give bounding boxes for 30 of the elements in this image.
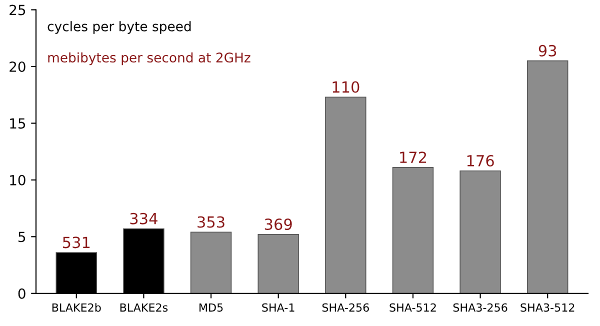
x-tick-label: MD5 — [200, 303, 223, 312]
y-tick-label: 5 — [18, 232, 26, 242]
bar — [526, 60, 568, 294]
y-tick-label: 0 — [18, 288, 26, 299]
text: mebibytes per second at 2GHz — [48, 52, 250, 66]
bar — [325, 96, 366, 294]
y-tick-label: 20 — [10, 61, 26, 72]
text: cycles per byte speed — [48, 21, 191, 34]
annotation: 531 — [62, 236, 90, 248]
bar — [258, 234, 299, 294]
annotation: 176 — [467, 154, 494, 167]
bar — [190, 232, 232, 294]
annotation: 353 — [198, 216, 224, 228]
y-tick-label: 15 — [10, 118, 26, 129]
x-tick-label: BLAKE2s — [120, 303, 168, 312]
annotation: 110 — [332, 81, 360, 93]
annotation: 172 — [400, 152, 426, 163]
annotation: 93 — [538, 44, 556, 56]
bar — [392, 167, 434, 294]
x-tick-label: BLAKE2b — [52, 303, 101, 312]
annotation: 369 — [264, 218, 292, 230]
x-tick-label: SHA3-512 — [520, 303, 574, 312]
x-tick-label: SHA-1 — [262, 303, 294, 312]
x-tick-label: SHA-512 — [390, 303, 436, 312]
y-tick-label: 25 — [10, 4, 26, 16]
x-tick-label: SHA3-256 — [453, 303, 508, 312]
annotation: 334 — [130, 212, 158, 224]
y-tick-label: 10 — [10, 174, 26, 186]
bar — [460, 170, 501, 294]
x-tick-label: SHA-256 — [322, 303, 369, 312]
